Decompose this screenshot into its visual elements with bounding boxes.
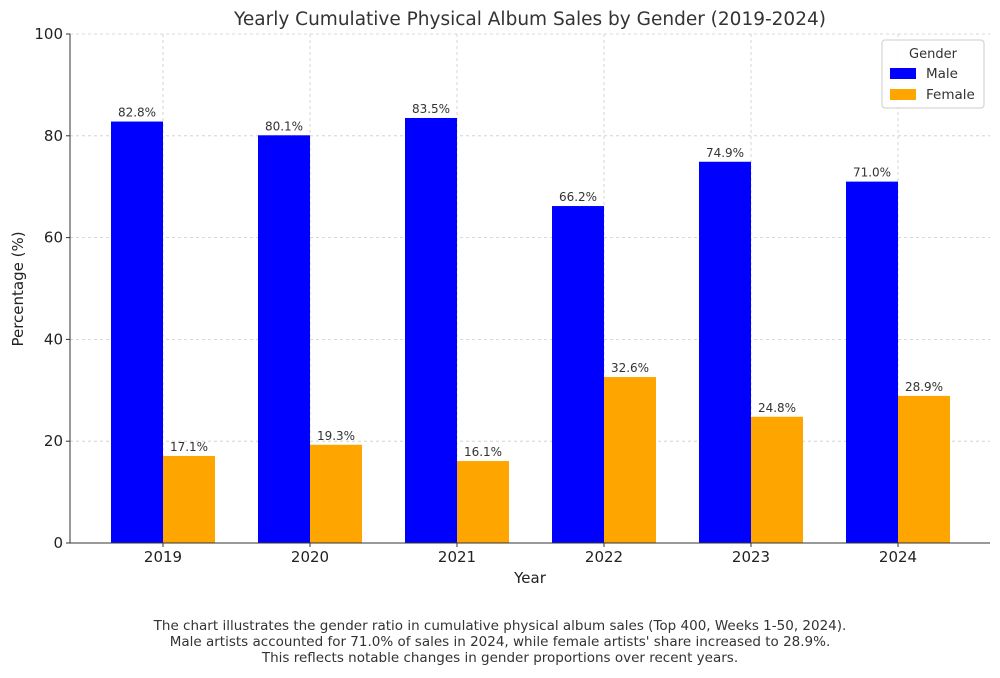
bar-value-label: 83.5% (412, 102, 450, 116)
bar-male-2024 (846, 181, 898, 544)
bar-value-label: 24.8% (758, 401, 796, 415)
bar-male-2022 (552, 206, 604, 544)
y-tick-label: 80 (44, 127, 63, 145)
y-tick-label: 40 (44, 330, 63, 348)
bar-chart: Yearly Cumulative Physical Album Sales b… (9, 9, 990, 587)
bar-value-label: 28.9% (905, 380, 943, 394)
bar-female-2024 (898, 395, 950, 543)
legend-title: Gender (909, 47, 958, 62)
bar-value-label: 71.0% (853, 166, 891, 180)
bar-male-2021 (405, 117, 457, 544)
caption-line: This reflects notable changes in gender … (261, 650, 739, 666)
bar-female-2023 (751, 416, 803, 543)
bar-value-labels: 82.8% 80.1% 83.5% 66.2% 74.9% 71.0% 17.1% 19.3%… (118, 102, 943, 459)
bar-male-2020 (258, 135, 310, 543)
x-tick-label: 2019 (144, 548, 182, 566)
x-tick-label: 2020 (291, 548, 329, 566)
x-tick-label: 2023 (732, 548, 770, 566)
bar-female-2020 (310, 444, 362, 543)
caption-line: Male artists accounted for 71.0% of sale… (169, 634, 831, 650)
bar-value-label: 66.2% (559, 190, 597, 204)
y-tick-labels: 0 20 40 60 80 100 (34, 25, 70, 552)
chart-caption: The chart illustrates the gender ratio i… (0, 618, 1000, 666)
x-tick-label: 2021 (438, 548, 476, 566)
bar-value-label: 19.3% (317, 429, 355, 443)
bar-value-label: 74.9% (706, 146, 744, 160)
bar-value-label: 16.1% (464, 445, 502, 459)
bar-value-label: 80.1% (265, 119, 303, 133)
y-axis-label: Percentage (%) (9, 231, 27, 346)
x-tick-labels: 2019 2020 2021 2022 2023 2024 (144, 543, 917, 566)
x-tick-label: 2024 (879, 548, 917, 566)
axes (69, 34, 990, 544)
bar-value-label: 82.8% (118, 106, 156, 120)
bar-male-2019 (111, 121, 163, 543)
bar-female-2019 (163, 455, 215, 543)
y-tick-label: 100 (34, 25, 63, 43)
bars (111, 117, 950, 544)
x-tick-label: 2022 (585, 548, 623, 566)
bar-value-label: 17.1% (170, 440, 208, 454)
bar-female-2021 (457, 461, 509, 543)
x-axis-label: Year (513, 569, 547, 587)
bar-value-label: 32.6% (611, 361, 649, 375)
y-tick-label: 0 (53, 534, 63, 552)
legend-swatch-male (890, 68, 916, 79)
legend-label-male: Male (926, 66, 958, 82)
legend-swatch-female (890, 89, 916, 100)
y-tick-label: 20 (44, 432, 63, 450)
y-tick-label: 60 (44, 229, 63, 247)
bar-male-2023 (699, 161, 751, 543)
bar-female-2022 (604, 377, 656, 543)
legend-label-female: Female (926, 87, 975, 103)
caption-line: The chart illustrates the gender ratio i… (153, 618, 847, 634)
chart-title: Yearly Cumulative Physical Album Sales b… (233, 9, 826, 30)
legend: Gender Male Female (881, 39, 985, 109)
